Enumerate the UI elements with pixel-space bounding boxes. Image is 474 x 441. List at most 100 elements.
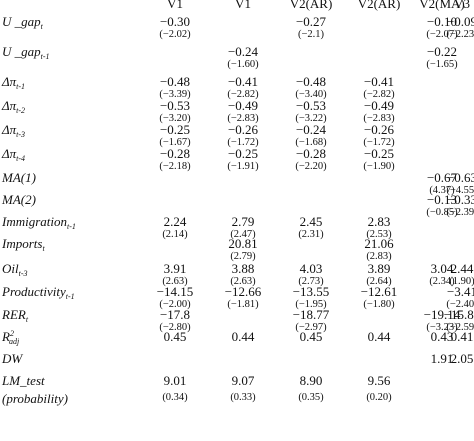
- tstat-cell: (−1.67): [159, 137, 191, 148]
- row-label-subscript: t-1: [16, 82, 26, 91]
- coef-cell: 3.04: [430, 261, 454, 276]
- tstat-cell: (0.34): [162, 392, 188, 403]
- coef-cell: −0.30: [159, 14, 191, 29]
- tstat-cell: (−1.80): [363, 299, 395, 310]
- row-label: LM_test: [2, 373, 45, 389]
- coef-cell: −0.27: [295, 14, 327, 29]
- table-row: MA(1) −0.67−0.63(4.37)(−4.55): [0, 170, 474, 196]
- tstat-cell: (−1.95): [295, 299, 327, 310]
- row-label-text: R: [2, 329, 10, 344]
- table-row: Δπt-3 −0.25 −0.26 −0.24 −0.26 (−1.67) (−1.72) (…: [0, 122, 474, 148]
- row-label-text: RER: [2, 307, 26, 322]
- tstat-cell: (2.83): [366, 251, 392, 262]
- table-row: Δπt-4 −0.28 −0.25 −0.28 −0.25 (−2.18) (−1.91) (…: [0, 146, 474, 172]
- tstat-cell: (−3.39): [159, 89, 191, 100]
- row-label-subscript: t-1: [40, 52, 50, 61]
- row-label: MA(2): [2, 192, 36, 208]
- coef-cell: 2.45: [299, 214, 323, 229]
- tstat-cell: (−2.83): [227, 113, 259, 124]
- tstat-cell: (−1.91): [227, 161, 259, 172]
- coef-cell: −0.26: [363, 122, 395, 137]
- tstat-cell: (−2.02): [159, 29, 191, 40]
- tstat-cell: (2.64): [366, 276, 392, 287]
- tstat-cell: (2.73): [298, 276, 324, 287]
- row-label-text: Productivity: [2, 284, 66, 299]
- tstat-cell: (−2.82): [227, 89, 259, 100]
- tstat-cell: (2.53): [366, 229, 392, 240]
- coef-cell: 21.06: [364, 236, 394, 251]
- column-header: V1: [235, 0, 251, 11]
- coef-cell: 20.81: [228, 236, 258, 251]
- coef-cell: −13.55: [292, 284, 330, 299]
- coef-cell: 0.41: [450, 329, 474, 344]
- table-row: Immigrationt-1 2.24 2.79 2.45 2.83 (2.14) (2.4…: [0, 214, 474, 240]
- table-row: MA(2) −0.13−0.33(−0.85)(−2.39): [0, 192, 474, 218]
- row-label: Productivityt-1: [2, 284, 75, 301]
- table-row: Δπt-2 −0.53 −0.49 −0.53 −0.49 (−3.20) (−2.83) (…: [0, 98, 474, 124]
- coef-cell: 9.56: [367, 373, 391, 388]
- table-row: Δπt-1 −0.48 −0.41 −0.48 −0.41 (−3.39) (−2.82) (…: [0, 74, 474, 100]
- tstat-cell: (2.47): [230, 229, 256, 240]
- tstat-cell: (0.20): [366, 392, 392, 403]
- row-label-text: LM_test: [2, 373, 45, 388]
- coef-cell: 2.44: [450, 261, 474, 276]
- row-label: (probability): [2, 391, 68, 407]
- tstat-cell: (2.34): [429, 276, 455, 287]
- coef-cell: −0.53: [159, 98, 191, 113]
- table-row: Oilt-3 3.91 3.88 4.03 3.89 3.04 2.44 (2.63) (2.6…: [0, 261, 474, 287]
- tstat-cell: (1.90): [449, 276, 474, 287]
- row-label: U _gapt: [2, 14, 43, 31]
- coef-cell: 3.88: [231, 261, 255, 276]
- row-label: U _gapt-1: [2, 44, 50, 61]
- coef-cell: 0.43: [430, 329, 454, 344]
- table-row: LM_test 9.01 9.07 8.90 9.56: [0, 373, 474, 391]
- coef-cell: 2.83: [367, 214, 391, 229]
- coef-cell: 1.91: [430, 351, 454, 366]
- tstat-cell: (−1.72): [227, 137, 259, 148]
- coef-cell: −0.48: [295, 74, 327, 89]
- row-label-text: Immigration: [2, 214, 67, 229]
- tstat-cell: (−1.81): [227, 299, 259, 310]
- row-label-text: Δπ: [2, 74, 17, 89]
- row-label-text: U _gap: [2, 44, 41, 59]
- row-label-text: Δπ: [2, 122, 17, 137]
- row-label: RERt: [2, 307, 28, 324]
- row-label-text: Imports: [2, 236, 43, 251]
- coef-cell: 3.91: [163, 261, 187, 276]
- row-label: Oilt-3: [2, 261, 28, 278]
- row-label-text: Δπ: [2, 146, 17, 161]
- coef-cell: −12.61: [360, 284, 398, 299]
- row-label-text: MA(2): [2, 192, 36, 207]
- coef-cell: −19.14: [423, 307, 461, 322]
- row-label-subscript: t-4: [16, 154, 26, 163]
- coef-cell: 8.90: [299, 373, 323, 388]
- column-header: V2(AR): [357, 0, 401, 11]
- tstat-cell: (−2.80): [159, 322, 191, 333]
- tstat-cell: (−1.90): [363, 161, 395, 172]
- tstat-cell: (0.33): [230, 392, 256, 403]
- row-label-text: (probability): [2, 391, 68, 406]
- row-label-subscript: t-1: [67, 222, 76, 231]
- coef-cell: 0.44: [231, 329, 255, 344]
- coef-cell: 2.79: [231, 214, 255, 229]
- tstat-cell: (−2.00): [159, 299, 191, 310]
- row-label: Importst: [2, 236, 45, 253]
- tstat-cell: (−4.55): [446, 185, 474, 196]
- row-label-subscript: t: [25, 315, 29, 324]
- row-label-text: U _gap: [2, 14, 41, 29]
- coef-cell: 9.01: [163, 373, 187, 388]
- row-label: Δπt-4: [2, 146, 25, 163]
- row-label: DW: [2, 351, 22, 367]
- coef-cell: −0.28: [295, 146, 327, 161]
- tstat-cell: (−3.22): [295, 113, 327, 124]
- tstat-cell: (−2.20): [295, 161, 327, 172]
- column-header: V2(AR): [289, 0, 333, 11]
- coef-cell: 3.89: [367, 261, 391, 276]
- tstat-cell: (−2.23): [446, 29, 474, 40]
- tstat-cell: (−3.20): [159, 113, 191, 124]
- tstat-cell: (−2.97): [295, 322, 327, 333]
- tstat-cell: (−0.85): [426, 207, 458, 218]
- row-label-subscript: t-3: [18, 269, 28, 278]
- tstat-cell: (−1.60): [227, 59, 259, 70]
- row-label: Δπt-2: [2, 98, 25, 115]
